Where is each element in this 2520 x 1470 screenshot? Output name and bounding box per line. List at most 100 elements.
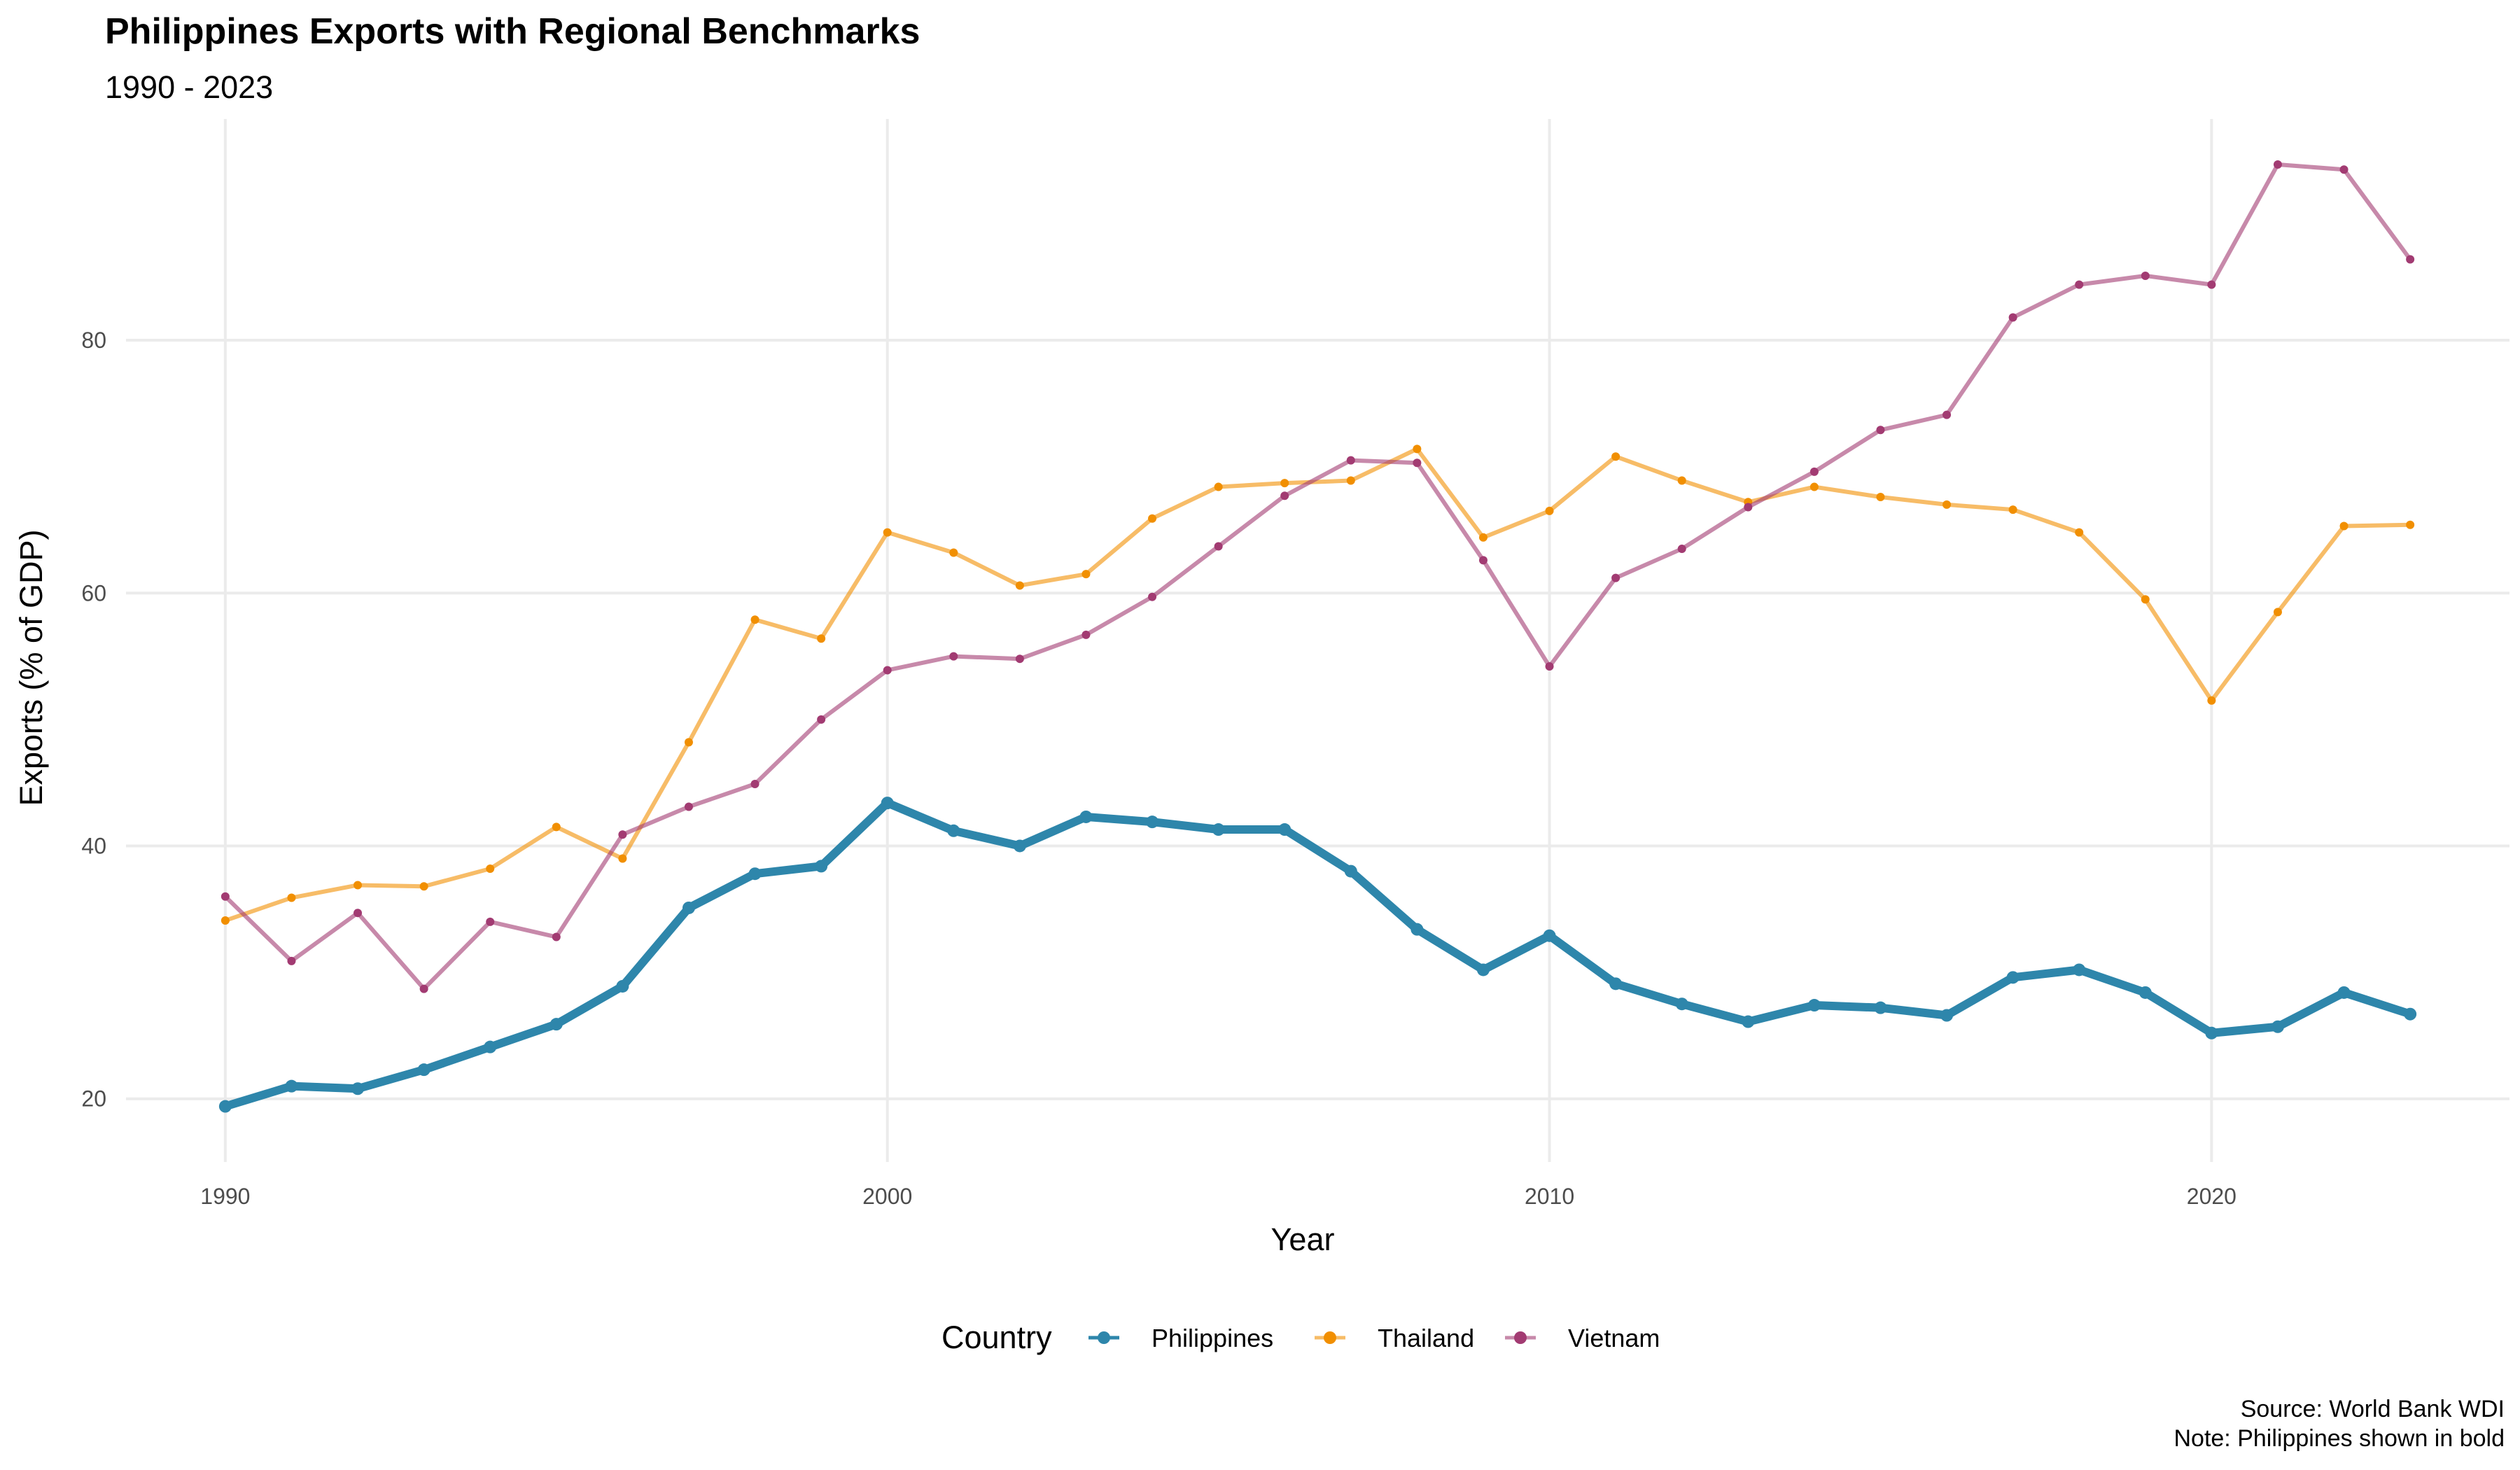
data-point-philippines <box>815 860 828 873</box>
data-point-philippines <box>1476 963 1490 976</box>
data-point-thailand <box>1148 514 1157 523</box>
x-tick-label: 2000 <box>862 1184 912 1209</box>
data-point-vietnam <box>287 956 296 965</box>
data-point-philippines <box>2006 971 2019 984</box>
data-point-vietnam <box>220 892 230 901</box>
data-point-philippines <box>1410 923 1424 936</box>
series-line-vietnam <box>223 162 2412 991</box>
chart-subtitle: 1990 - 2023 <box>105 69 273 105</box>
data-point-thailand <box>1611 452 1620 461</box>
data-point-vietnam <box>1809 467 1819 476</box>
data-point-vietnam <box>1545 662 1554 671</box>
data-point-thailand <box>1214 482 1223 491</box>
data-point-philippines <box>2271 1020 2284 1033</box>
x-tick-label: 1990 <box>200 1184 250 1209</box>
x-axis-title: Year <box>1271 1222 1335 1257</box>
data-point-thailand <box>2406 520 2415 529</box>
legend-key-point <box>1324 1331 1336 1344</box>
data-point-vietnam <box>1611 573 1620 582</box>
legend-item-vietnam: Vietnam <box>1505 1324 1660 1352</box>
data-point-vietnam <box>2008 313 2017 322</box>
data-point-philippines <box>1675 997 1688 1011</box>
data-point-thailand <box>419 882 428 891</box>
data-point-thailand <box>2273 608 2282 617</box>
data-point-vietnam <box>1082 630 1091 639</box>
legend-label: Vietnam <box>1568 1324 1660 1352</box>
data-point-vietnam <box>1280 491 1289 500</box>
data-point-thailand <box>1082 570 1091 579</box>
data-point-philippines <box>1940 1009 1954 1022</box>
data-point-thailand <box>2008 505 2017 514</box>
data-point-thailand <box>2075 528 2084 537</box>
data-point-thailand <box>1809 482 1819 491</box>
data-point-philippines <box>2404 1007 2417 1021</box>
data-point-philippines <box>1543 929 1556 942</box>
data-point-philippines <box>2073 963 2086 976</box>
data-point-philippines <box>1212 823 1225 836</box>
data-point-philippines <box>748 867 762 881</box>
series-line-thailand <box>224 447 2411 923</box>
data-point-philippines <box>550 1018 563 1031</box>
data-point-vietnam <box>354 909 363 918</box>
data-point-vietnam <box>1478 556 1488 565</box>
data-point-philippines <box>285 1079 298 1093</box>
data-point-thailand <box>287 893 296 902</box>
data-point-philippines <box>1807 999 1821 1012</box>
data-point-vietnam <box>1942 410 1952 419</box>
data-point-vietnam <box>1677 545 1686 554</box>
data-point-vietnam <box>1015 654 1024 664</box>
data-point-philippines <box>1079 810 1093 823</box>
data-point-vietnam <box>1876 426 1885 435</box>
data-point-thailand <box>1015 581 1024 590</box>
data-point-vietnam <box>2273 160 2282 169</box>
data-point-philippines <box>1344 864 1357 878</box>
data-point-philippines <box>1742 1015 1755 1028</box>
data-point-thailand <box>552 822 561 832</box>
y-axis-title: Exports (% of GDP) <box>13 529 49 806</box>
y-tick-label: 80 <box>81 328 106 353</box>
plot-area <box>126 119 2510 1162</box>
data-point-thailand <box>2207 696 2216 705</box>
data-point-thailand <box>883 528 892 537</box>
data-point-vietnam <box>2406 255 2415 264</box>
data-point-thailand <box>220 916 230 925</box>
data-point-vietnam <box>1744 503 1753 512</box>
data-point-vietnam <box>419 984 428 993</box>
data-point-thailand <box>2141 595 2150 604</box>
data-point-philippines <box>484 1040 497 1054</box>
data-point-thailand <box>486 864 495 873</box>
data-point-thailand <box>750 615 760 624</box>
y-tick-label: 40 <box>81 833 106 858</box>
legend-items: Philippines Thailand Vietnam <box>1088 1324 1660 1352</box>
data-point-thailand <box>1545 506 1554 515</box>
data-point-vietnam <box>552 932 561 941</box>
data-point-vietnam <box>618 830 627 839</box>
data-point-vietnam <box>1148 592 1157 601</box>
legend-item-thailand: Thailand <box>1315 1324 1474 1352</box>
data-point-thailand <box>1677 476 1686 485</box>
data-point-vietnam <box>1214 542 1223 551</box>
legend: Country Philippines Thailand Vietnam <box>941 1320 1660 1355</box>
data-point-vietnam <box>2075 280 2084 289</box>
data-point-vietnam <box>2207 280 2216 289</box>
data-point-thailand <box>618 854 627 863</box>
caption: Source: World Bank WDI Note: Philippines… <box>2174 1396 2505 1452</box>
data-point-philippines <box>682 901 695 914</box>
data-point-thailand <box>354 881 363 890</box>
legend-item-philippines: Philippines <box>1088 1324 1273 1352</box>
x-tick-label: 2020 <box>2187 1184 2236 1209</box>
axes: 20 40 60 80 1990 2000 2010 2020 <box>81 328 2236 1209</box>
legend-key-point <box>1514 1331 1527 1344</box>
chart-title: Philippines Exports with Regional Benchm… <box>105 11 920 52</box>
series-lines <box>218 160 2417 1113</box>
data-point-thailand <box>949 548 958 557</box>
data-point-thailand <box>1346 476 1355 485</box>
data-point-philippines <box>947 824 960 837</box>
caption-source: Source: World Bank WDI <box>2241 1396 2505 1422</box>
data-point-thailand <box>1478 533 1488 542</box>
data-point-thailand <box>1876 493 1885 502</box>
data-point-vietnam <box>486 917 495 926</box>
data-point-philippines <box>1146 816 1159 829</box>
data-point-thailand <box>1942 500 1952 509</box>
